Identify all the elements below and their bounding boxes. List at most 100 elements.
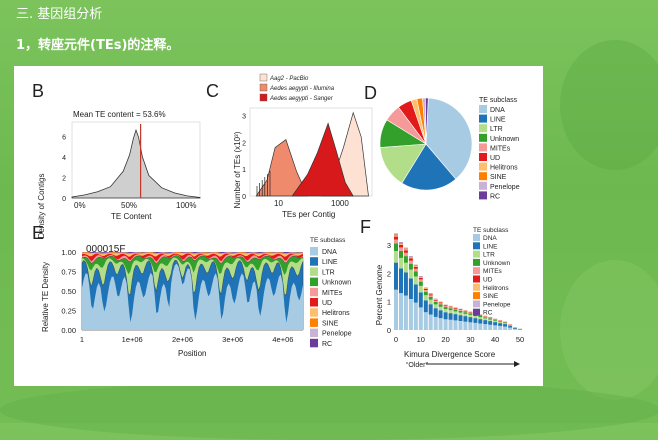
panel-f-bar-segment (429, 297, 433, 300)
panel-f-bar-segment (399, 247, 403, 251)
panel-f-bar-segment (498, 322, 502, 323)
panel-f-bar-segment (439, 303, 443, 304)
panel-f-legend-swatch (473, 267, 480, 274)
panel-f-legend-swatch (473, 284, 480, 291)
panel-f-bar-segment (478, 317, 482, 319)
panel-d-legend-swatch (479, 182, 487, 190)
panel-f-bar-segment (409, 257, 413, 258)
panel-d-legend: TE subclassDNALINELTRUnknownMITEsUDHelit… (479, 97, 520, 200)
panel-f-bar-segment (508, 328, 512, 330)
panel-d-legend-swatch (479, 134, 487, 142)
panel-f-bar-segment (459, 309, 463, 310)
panel-d-legend-label: Penelope (490, 184, 520, 191)
panel-f-bars (394, 234, 522, 330)
panel-e-legend-swatch (310, 308, 318, 317)
panel-f-bar-segment (468, 313, 472, 315)
panel-e-letter: E (32, 223, 44, 243)
panel-f-legend-label: Helitrons (483, 285, 509, 292)
panel-f-bar-segment (409, 264, 413, 270)
panel-c-legend-swatch (260, 84, 267, 91)
panel-c-legend-label: Aedes aegypti - Sanger (269, 96, 334, 102)
panel-b-ytick: 4 (62, 155, 66, 162)
panel-e-legend-label: Helitrons (322, 310, 350, 317)
panel-c-ytick: 1 (242, 167, 246, 174)
panel-e-ylabel: Relative TE Density (41, 262, 50, 332)
panel-e-legend-label: Unknown (322, 280, 351, 287)
panel-f-legend-label: LTR (483, 252, 495, 259)
panel-e-legend-swatch (310, 318, 318, 327)
panel-e-ytick: 0.25 (61, 307, 76, 316)
panel-f-bar-segment (454, 308, 458, 309)
panel-f-bar-segment (459, 311, 463, 313)
panel-f-bar-segment (478, 316, 482, 317)
panel-f-bar-segment (404, 256, 408, 263)
panel-f-bar-segment (424, 295, 428, 300)
panel-e-legend-label: LINE (322, 259, 338, 266)
panel-f-bar-segment (449, 307, 453, 308)
panel-d-legend-label: LINE (490, 117, 506, 124)
panel-f-arrow-head (514, 361, 520, 367)
panel-f-bar-segment (463, 322, 467, 330)
panel-f-bar-segment (414, 269, 418, 272)
panel-c-letter: C (206, 81, 219, 101)
panel-f-bar-segment (513, 328, 517, 329)
panel-f-bar-segment (394, 234, 398, 235)
panel-f-ytick: 3 (387, 241, 391, 250)
panel-f-bar-segment (444, 309, 448, 312)
panel-f-bar-segment (468, 313, 472, 314)
panel-f-bar-segment (503, 323, 507, 324)
panel-f-bar-segment (404, 250, 408, 253)
panel-f-bar-segment (468, 322, 472, 330)
panel-d-legend-label: MITEs (490, 145, 511, 152)
panel-f-ylabel: Percent Genome (375, 264, 384, 325)
panel-f-legend-label: Unknown (483, 260, 510, 267)
panel-f-bar-segment (429, 300, 433, 304)
panel-b-ytick: 0 (62, 196, 66, 203)
page-subtitle: 1，转座元件(TEs)的注释。 (16, 34, 179, 53)
panel-f-bar-segment (434, 317, 438, 330)
panel-f-older: “Older” (406, 362, 428, 369)
panel-f-bar-segment (434, 300, 438, 301)
panel-f-xtick: 10 (417, 335, 425, 344)
panel-f-bar-segment (414, 303, 418, 330)
panel-d-legend-label: Unknown (490, 136, 519, 143)
panel-f-bar-segment (404, 249, 408, 250)
panel-d-letter: D (364, 83, 377, 103)
panel-d-legend-swatch (479, 105, 487, 113)
panel-d-legend-swatch (479, 172, 487, 180)
panel-f-bar-segment (414, 277, 418, 285)
panel-f-bar-segment (409, 259, 413, 261)
panel-f-legend-swatch (473, 292, 480, 299)
panel-f-bar-segment (488, 318, 492, 319)
panel-f-bar-segment (394, 237, 398, 240)
panel-e: E 000015F Relative TE Density 0.000.250.… (32, 223, 352, 358)
panel-f-bar-segment (399, 244, 403, 245)
panel-f-bar-segment (478, 324, 482, 331)
panel-f-ytick: 2 (387, 269, 391, 278)
panel-b-xtick-50: 50% (121, 201, 137, 210)
panel-f-bar-segment (454, 310, 458, 312)
panel-c-legend-label: Aedes aegypti - Illumina (269, 86, 335, 92)
panel-f-bar-segment (404, 263, 408, 273)
section-title: 三. 基因组分析 (16, 3, 102, 22)
panel-f-bar-segment (399, 293, 403, 330)
panel-f-bar-segment (419, 279, 423, 281)
panel-f-bar-segment (394, 239, 398, 243)
panel-f-bar-segment (468, 317, 472, 322)
panel-c-xlabel: TEs per Contig (282, 210, 335, 219)
panel-f-bar-segment (459, 321, 463, 330)
panel-d-legend-swatch (479, 115, 487, 123)
panel-b-density-area (72, 130, 200, 198)
panel-f-legend-swatch (473, 300, 480, 307)
panel-d-legend-label: RC (490, 193, 500, 200)
panel-f-legend-swatch (473, 259, 480, 266)
panel-e-legend-swatch (310, 329, 318, 338)
panel-f-bar-segment (449, 307, 453, 308)
panel-f-bar-segment (488, 320, 492, 322)
panel-f-bar-segment (394, 236, 398, 237)
panel-f-bar-segment (424, 292, 428, 295)
panel-f-bar-segment (434, 301, 438, 302)
panel-e-legend-swatch (310, 339, 318, 348)
panel-f-legend-label: LINE (483, 243, 498, 250)
